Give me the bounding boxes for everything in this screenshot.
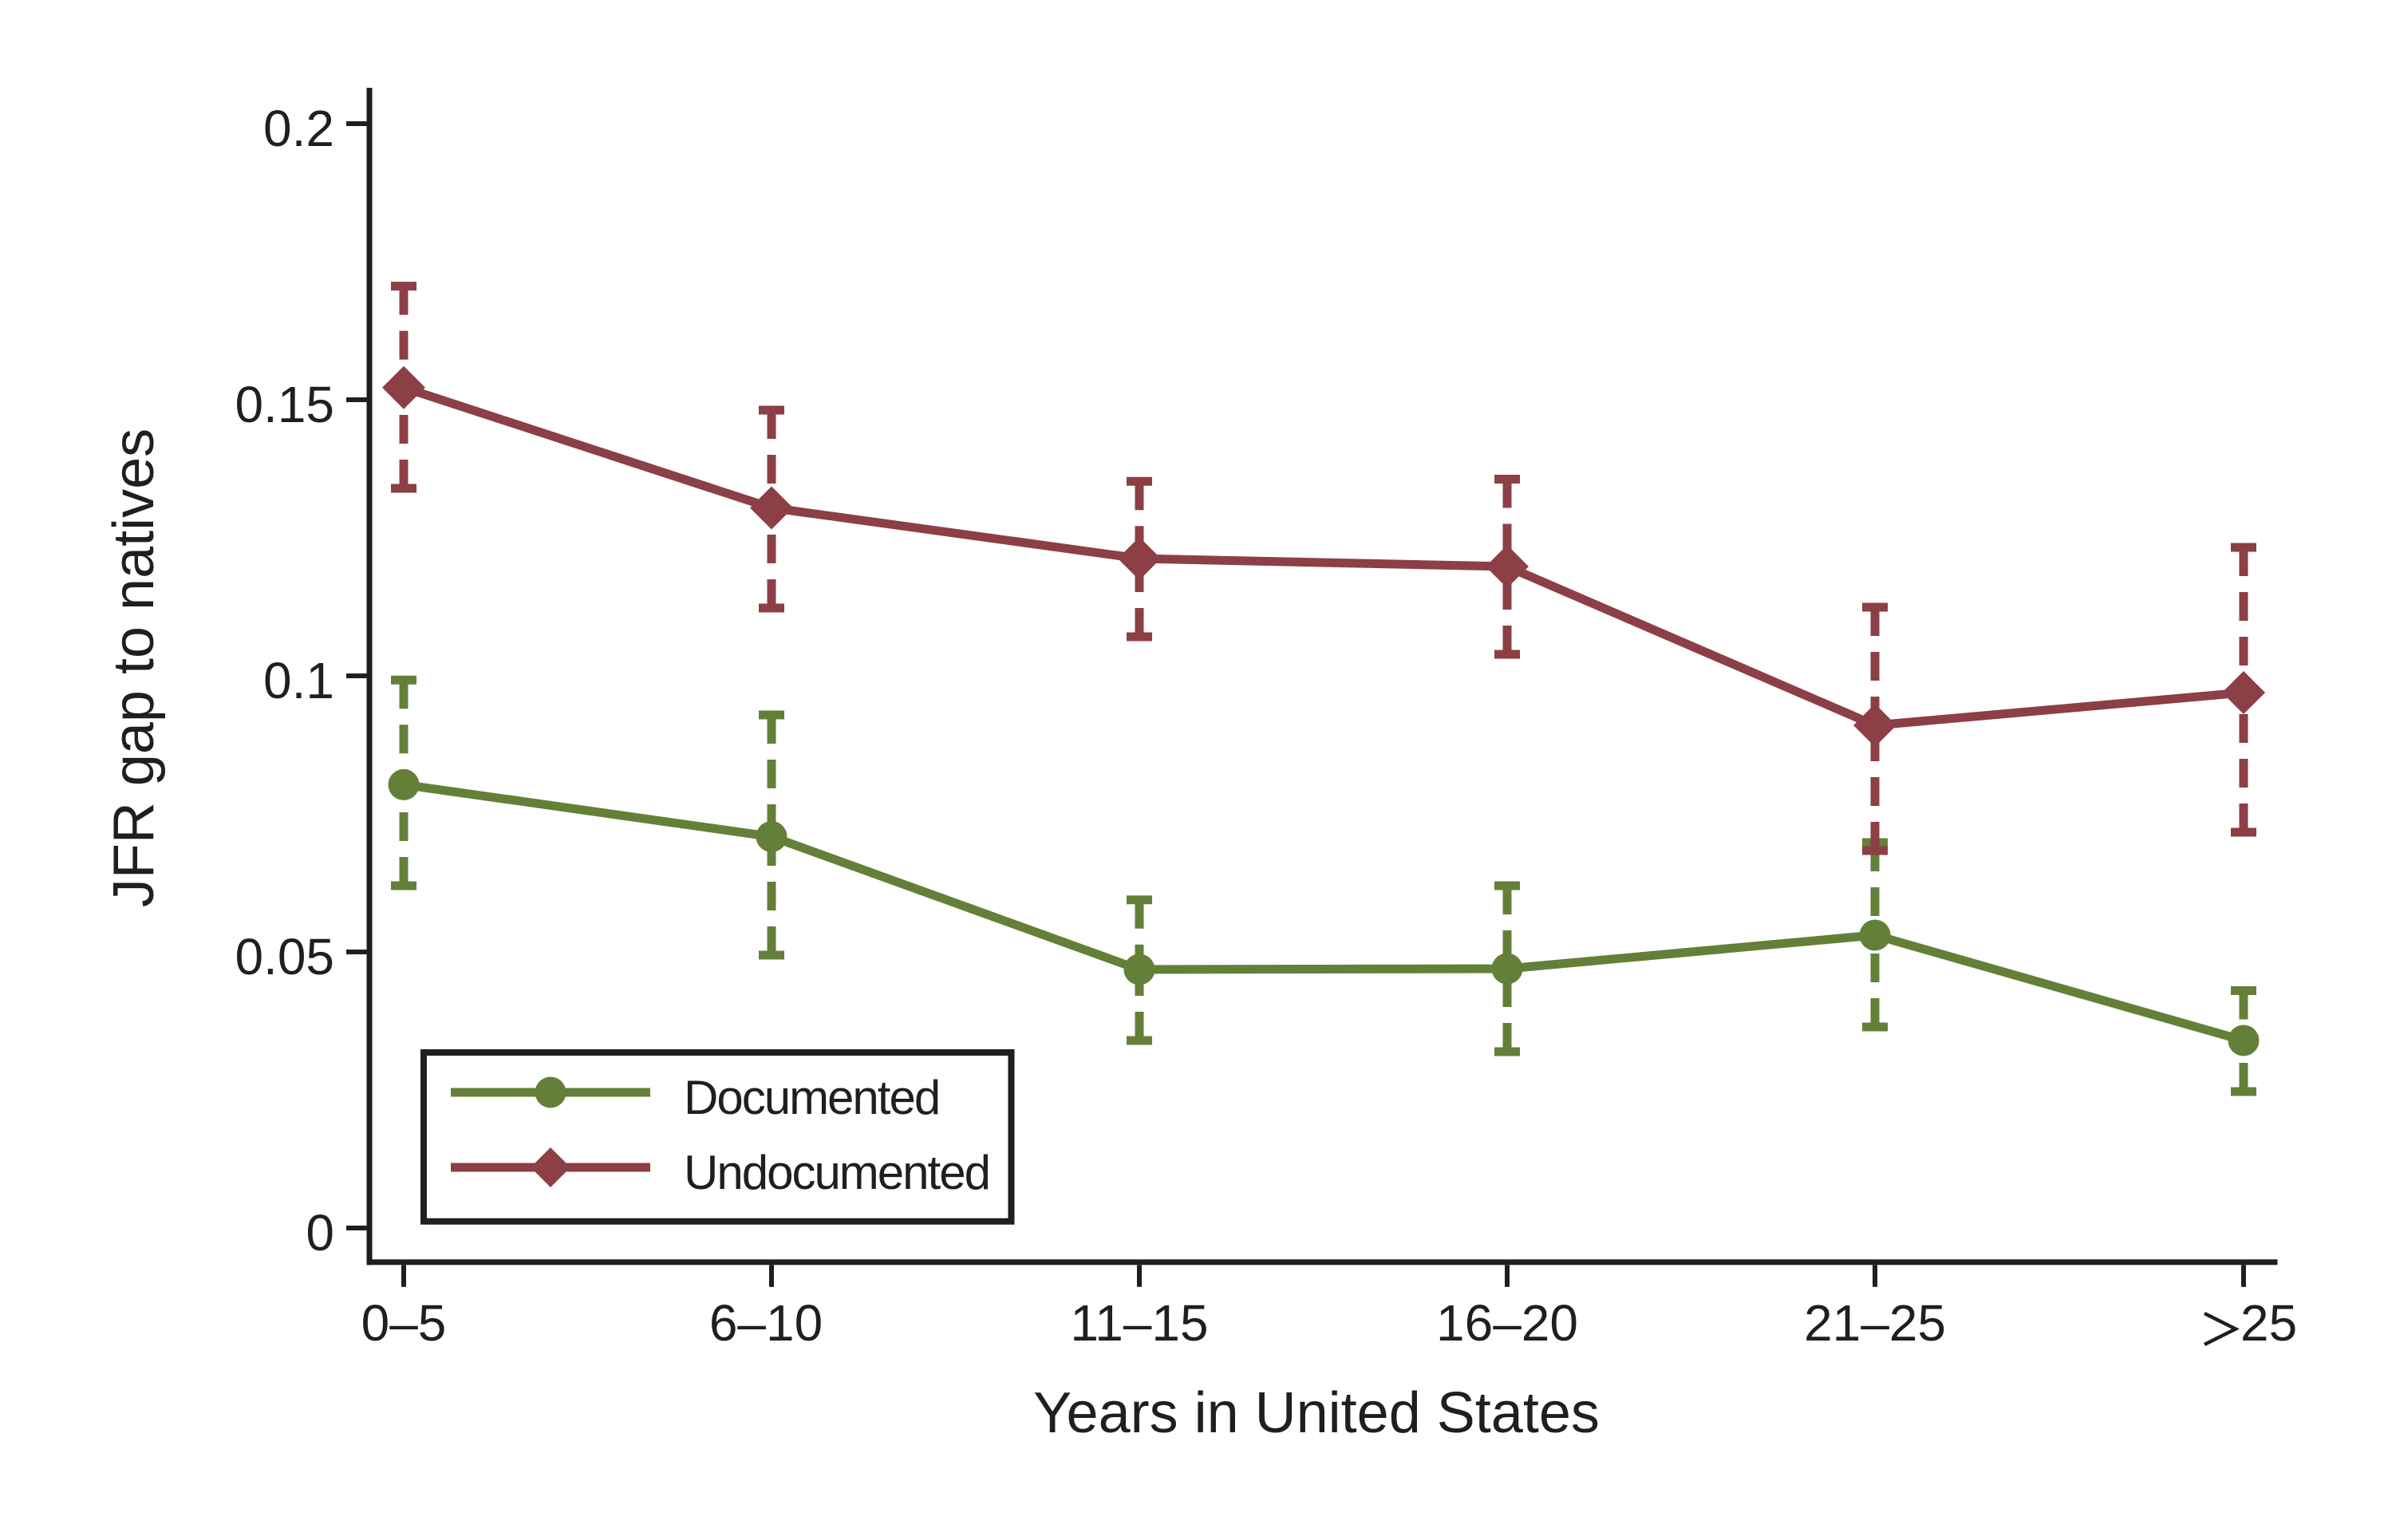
svg-text:0.1: 0.1	[263, 652, 334, 709]
svg-text:0.05: 0.05	[235, 928, 334, 985]
svg-text:Undocumented: Undocumented	[684, 1146, 989, 1199]
svg-text:Years in United States: Years in United States	[1033, 1381, 1600, 1445]
svg-text:25: 25	[2240, 1294, 2297, 1352]
svg-text:JFR gap to natives: JFR gap to natives	[102, 428, 166, 907]
svg-text:11–15: 11–15	[1070, 1294, 1208, 1352]
svg-text:6–10: 6–10	[709, 1294, 823, 1352]
svg-text:0: 0	[306, 1204, 334, 1262]
svg-text:21–25: 21–25	[1804, 1294, 1946, 1352]
svg-text:0.2: 0.2	[263, 100, 334, 157]
svg-text:0.15: 0.15	[235, 376, 334, 433]
svg-text:0–5: 0–5	[361, 1294, 447, 1352]
svg-text:16–20: 16–20	[1436, 1294, 1578, 1352]
svg-text:Documented: Documented	[684, 1071, 939, 1124]
